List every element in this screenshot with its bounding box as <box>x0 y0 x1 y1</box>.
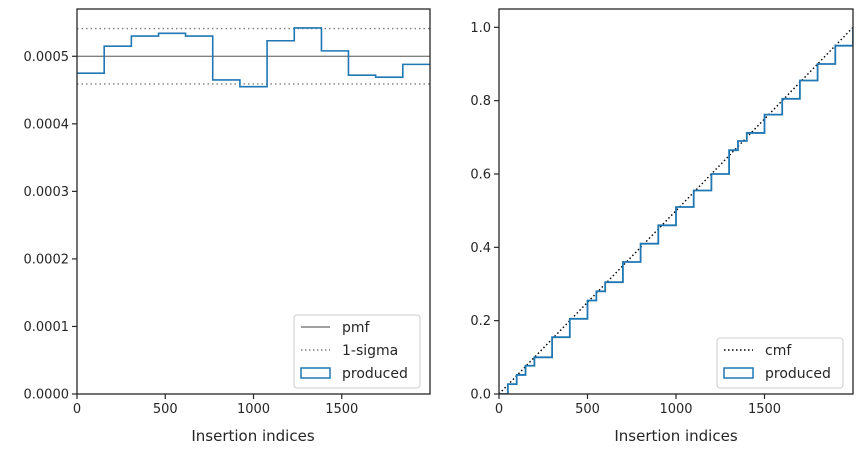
y-tick-label: 0.0004 <box>24 117 70 132</box>
y-tick-label: 0.4 <box>470 241 491 256</box>
y-tick-label: 0.0003 <box>24 185 70 200</box>
x-tick-label: 500 <box>153 402 178 417</box>
x-tick-label: 1500 <box>748 402 781 417</box>
y-tick-label: 0.0005 <box>24 50 70 65</box>
legend-label-pmf: pmf <box>342 320 371 336</box>
legend-label-produced: produced <box>765 366 831 382</box>
x-tick-label: 1000 <box>659 402 692 417</box>
series-cmf-line <box>499 26 853 394</box>
series-produced-step <box>499 27 853 394</box>
y-tick-label: 0.2 <box>470 314 491 329</box>
x-tick-label: 1500 <box>325 402 358 417</box>
y-tick-label: 0.0000 <box>24 388 70 403</box>
legend-swatch-produced <box>723 367 754 379</box>
legend-label-1-sigma: 1-sigma <box>342 343 398 359</box>
x-axis-label: Insertion indices <box>614 427 737 445</box>
y-tick-label: 0.8 <box>470 94 491 109</box>
y-tick-label: 1.0 <box>470 21 491 36</box>
x-tick-label: 500 <box>575 402 600 417</box>
legend: pmf 1-sigma produced <box>293 314 421 389</box>
x-tick-label: 0 <box>495 402 503 417</box>
plot-area <box>77 27 430 88</box>
y-tick-label: 0.0 <box>470 388 491 403</box>
x-tick-label: 1000 <box>237 402 270 417</box>
chart-right-cmf: Insertion indices 0 500 1000 1500 0.0 0.2 0.4 0… <box>470 8 854 445</box>
legend-box <box>293 314 421 389</box>
x-axis-label: Insertion indices <box>191 427 314 445</box>
axes-frame <box>76 8 431 395</box>
legend-label-produced: produced <box>342 366 408 382</box>
chart-left-pmf: Insertion indices 0 500 1000 1500 0.0000 0.00… <box>24 8 431 445</box>
legend: cmf produced <box>716 337 844 389</box>
series-produced-step <box>77 27 430 88</box>
legend-label-cmf: cmf <box>765 343 792 359</box>
x-tick-label: 0 <box>73 402 81 417</box>
axes-frame <box>498 8 854 395</box>
y-tick-label: 0.6 <box>470 168 491 183</box>
y-tick-label: 0.0001 <box>24 320 70 335</box>
y-tick-label: 0.0002 <box>24 252 70 267</box>
legend-swatch-produced <box>300 367 331 379</box>
plot-area <box>499 26 853 394</box>
